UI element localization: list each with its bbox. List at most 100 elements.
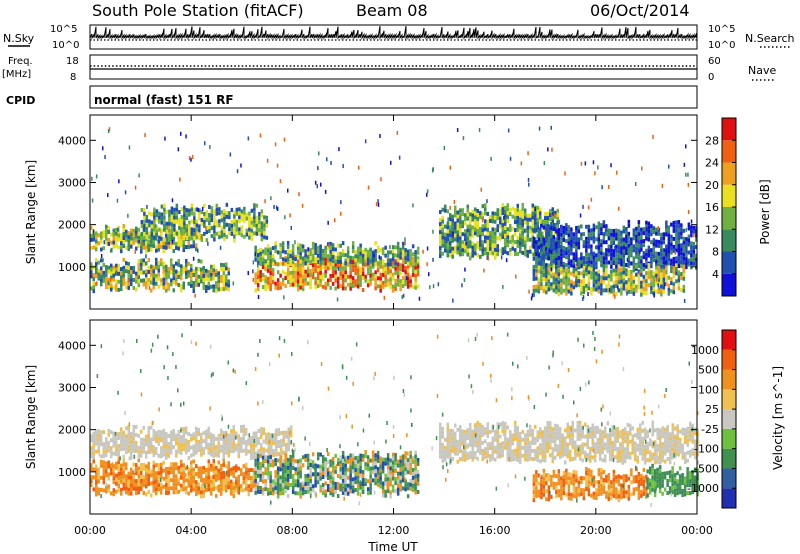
heatmap-cell <box>271 459 275 464</box>
heatmap-cell <box>130 244 133 249</box>
heatmap-speckle <box>551 147 553 152</box>
heatmap-cell <box>692 253 696 258</box>
heatmap-cell <box>132 236 135 241</box>
heatmap-cell <box>469 430 472 435</box>
heatmap-cell <box>504 433 507 438</box>
heatmap-cell <box>486 235 489 240</box>
heatmap-cell <box>524 236 527 241</box>
heatmap-cell <box>215 231 219 236</box>
heatmap-cell <box>409 458 412 463</box>
heatmap-speckle <box>432 257 434 262</box>
heatmap-cell <box>177 469 180 474</box>
heatmap-speckle <box>252 260 255 265</box>
heatmap-cell <box>324 285 327 290</box>
heatmap-cell <box>223 224 226 229</box>
heatmap-cell <box>416 272 420 277</box>
heatmap-cell <box>399 287 402 292</box>
heatmap-cell <box>314 247 317 251</box>
heatmap-speckle <box>316 184 318 189</box>
heatmap-cell <box>115 440 118 445</box>
heatmap-cell <box>572 269 576 274</box>
heatmap-cell <box>539 447 542 452</box>
heatmap-cell <box>560 290 563 295</box>
heatmap-cell <box>491 235 494 240</box>
heatmap-cell <box>120 491 123 496</box>
heatmap-cell <box>170 214 174 219</box>
heatmap-cell <box>202 274 205 278</box>
heatmap-cell <box>242 436 245 441</box>
heatmap-cell <box>607 260 611 265</box>
heatmap-cell <box>188 208 191 213</box>
heatmap-speckle <box>284 215 286 220</box>
heatmap-cell <box>511 242 514 247</box>
heatmap-cell <box>562 253 566 258</box>
heatmap-cell <box>301 271 305 276</box>
heatmap-cell <box>168 213 171 218</box>
heatmap-cell <box>494 215 497 220</box>
heatmap-cell <box>261 265 265 269</box>
heatmap-cell <box>356 487 360 492</box>
heatmap-cell <box>501 223 504 228</box>
heatmap-cell <box>225 476 228 481</box>
heatmap-cell <box>222 263 225 268</box>
heatmap-cell <box>587 266 591 271</box>
heatmap-cell <box>321 491 325 495</box>
heatmap-cell <box>680 231 683 236</box>
heatmap-cell <box>637 224 641 229</box>
heatmap-cell <box>585 256 588 261</box>
heatmap-cell <box>90 245 93 250</box>
heatmap-cell <box>690 233 693 238</box>
heatmap-cell <box>476 424 479 429</box>
heatmap-cell <box>198 228 201 233</box>
heatmap-cell <box>545 270 548 275</box>
heatmap-cell <box>205 437 208 442</box>
heatmap-cell <box>329 479 332 484</box>
heatmap-cell <box>253 223 256 228</box>
heatmap-speckle <box>695 229 697 234</box>
heatmap-cell <box>107 277 110 282</box>
heatmap-cell <box>572 252 576 257</box>
heatmap-cell <box>100 438 103 443</box>
heatmap-cell <box>456 230 459 235</box>
heatmap-cell <box>105 228 108 233</box>
heatmap-cell <box>622 274 626 279</box>
heatmap-cell <box>560 286 563 291</box>
heatmap-cell <box>212 463 215 467</box>
heatmap-cell <box>286 457 290 462</box>
heatmap-cell <box>369 478 372 483</box>
heatmap-cell <box>391 288 395 293</box>
heatmap-cell <box>672 286 676 291</box>
heatmap-cell <box>441 450 444 455</box>
heatmap-cell <box>567 289 571 294</box>
heatmap-cell <box>299 269 302 274</box>
heatmap-cell <box>265 440 268 445</box>
heatmap-cell <box>685 261 688 266</box>
heatmap-cell <box>102 460 105 465</box>
heatmap-cell <box>192 471 195 476</box>
heatmap-cell <box>125 486 128 491</box>
heatmap-cell <box>394 253 397 258</box>
heatmap-cell <box>122 482 125 487</box>
heatmap-cell <box>177 477 180 482</box>
heatmap-cell <box>464 433 467 438</box>
heatmap-cell <box>95 464 98 469</box>
heatmap-cell <box>369 277 372 282</box>
heatmap-cell <box>394 457 397 461</box>
heatmap-cell <box>396 270 400 275</box>
heatmap-cell <box>291 282 295 287</box>
heatmap-cell <box>225 278 228 283</box>
heatmap-cell <box>486 219 489 224</box>
heatmap-cell <box>567 249 571 254</box>
heatmap-cell <box>270 433 273 437</box>
heatmap-cell <box>585 244 588 249</box>
heatmap-cell <box>466 456 469 461</box>
heatmap-cell <box>496 422 499 427</box>
heatmap-cell <box>165 229 169 234</box>
heatmap-cell <box>177 271 180 275</box>
heatmap-cell <box>319 282 322 287</box>
heatmap-cell <box>446 229 449 234</box>
heatmap-cell <box>107 464 110 469</box>
heatmap-cell <box>391 276 395 281</box>
heatmap-cell <box>140 467 143 471</box>
heatmap-cell <box>524 248 527 253</box>
